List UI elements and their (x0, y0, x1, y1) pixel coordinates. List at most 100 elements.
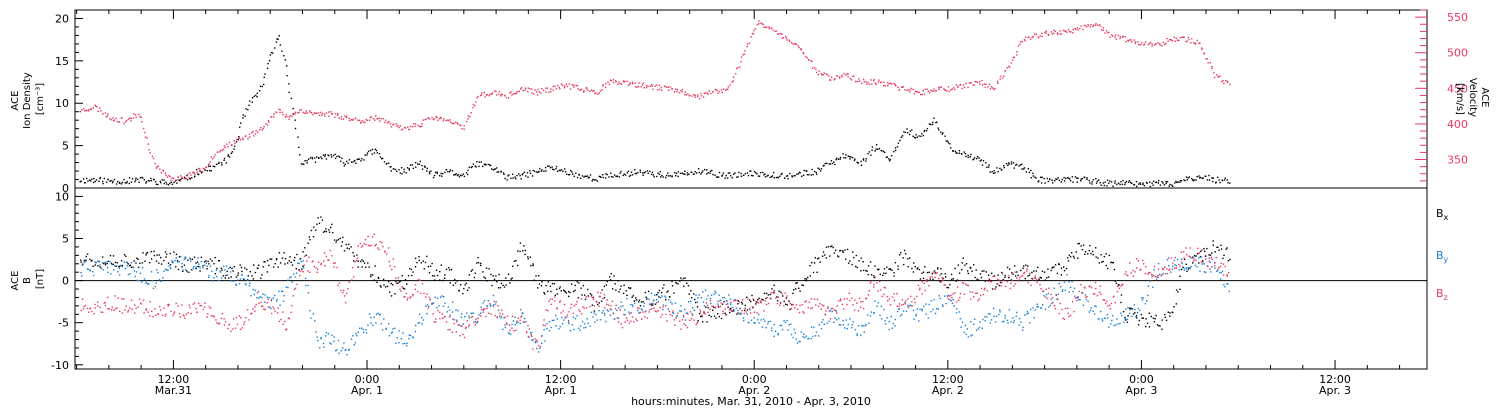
by-point (939, 297, 942, 300)
bz-point (804, 301, 806, 303)
density-point (896, 146, 899, 148)
by-point (1152, 286, 1154, 288)
density-point (662, 176, 664, 178)
date-tick-label: Mar.31 (155, 384, 192, 397)
bx-point (104, 264, 107, 266)
velocity-point (319, 111, 322, 114)
velocity-point (763, 26, 765, 28)
bx-point (119, 265, 121, 267)
density-point (441, 175, 443, 177)
velocity-point (360, 121, 362, 123)
velocity-point (697, 95, 699, 98)
bx-point (433, 275, 436, 277)
bz-point (494, 314, 496, 317)
density-point (90, 180, 92, 182)
bx-point (380, 286, 382, 288)
bz-point (490, 313, 492, 315)
bx-point (456, 280, 458, 282)
density-point (210, 170, 212, 172)
bx-point (818, 257, 820, 259)
density-point (916, 136, 918, 138)
density-point (773, 177, 775, 179)
density-point (508, 174, 510, 176)
density-point (938, 129, 940, 131)
density-point (527, 176, 529, 178)
bz-point (677, 312, 679, 314)
by-point (457, 310, 459, 312)
density-point (537, 171, 539, 174)
bz-point (1092, 293, 1095, 295)
density-point (758, 175, 761, 177)
bx-point (1217, 246, 1219, 248)
bz-point (470, 316, 472, 318)
density-point (1034, 176, 1036, 178)
by-point (684, 308, 686, 311)
density-point (684, 170, 686, 172)
bx-point (1173, 306, 1175, 308)
density-point (297, 136, 299, 138)
bx-point (91, 259, 93, 262)
bx-point (513, 260, 516, 262)
velocity-point (566, 85, 569, 88)
velocity-point (298, 112, 300, 114)
bz-point (320, 262, 322, 265)
density-point (436, 171, 438, 173)
bz-point (1143, 263, 1145, 265)
bz-point (370, 244, 372, 247)
velocity-point (1174, 40, 1176, 42)
density-point (901, 135, 904, 137)
velocity-point (208, 163, 210, 165)
bx-point (500, 282, 503, 285)
density-point (801, 175, 803, 177)
bz-point (720, 302, 722, 304)
velocity-point (1056, 32, 1059, 34)
bz-point (857, 310, 860, 312)
by-point (933, 299, 935, 301)
bx-point (414, 257, 417, 259)
density-point (401, 173, 403, 175)
bx-point (914, 266, 916, 268)
by-point (1030, 308, 1032, 311)
density-point (1021, 168, 1023, 170)
velocity-point (594, 92, 596, 95)
by-point (238, 282, 241, 285)
velocity-point (1012, 59, 1014, 61)
velocity-point (1069, 31, 1071, 33)
by-point (368, 313, 371, 315)
bx-point (1102, 260, 1104, 263)
velocity-point (1114, 36, 1116, 38)
bz-point (1003, 279, 1005, 281)
bx-point (398, 281, 401, 283)
bz-point (521, 315, 523, 317)
velocity-point (234, 142, 236, 145)
by-point (1088, 311, 1090, 313)
bz-point (509, 329, 511, 332)
by-point (960, 326, 962, 328)
by-point (1034, 309, 1036, 311)
bx-point (359, 260, 362, 263)
bz-point (596, 301, 598, 303)
bz-point (650, 303, 653, 305)
bz-point (501, 313, 504, 315)
by-point (243, 278, 246, 281)
bx-point (879, 273, 881, 276)
density-point (418, 163, 421, 165)
density-point (539, 167, 541, 170)
density-point (218, 161, 220, 164)
by-point (1010, 321, 1012, 323)
velocity-point (953, 87, 955, 89)
velocity-point (480, 94, 483, 96)
bz-point (766, 296, 769, 299)
density-point (900, 136, 902, 138)
by-point (880, 305, 882, 308)
density-point (624, 174, 627, 176)
bz-point (984, 287, 986, 289)
bx-point (328, 229, 330, 231)
density-point (1195, 179, 1197, 181)
density-point (1149, 185, 1152, 188)
density-point (279, 44, 281, 46)
density-point (1072, 181, 1074, 183)
bx-point (1095, 256, 1097, 258)
velocity-point (352, 118, 354, 121)
by-point (1116, 318, 1118, 320)
